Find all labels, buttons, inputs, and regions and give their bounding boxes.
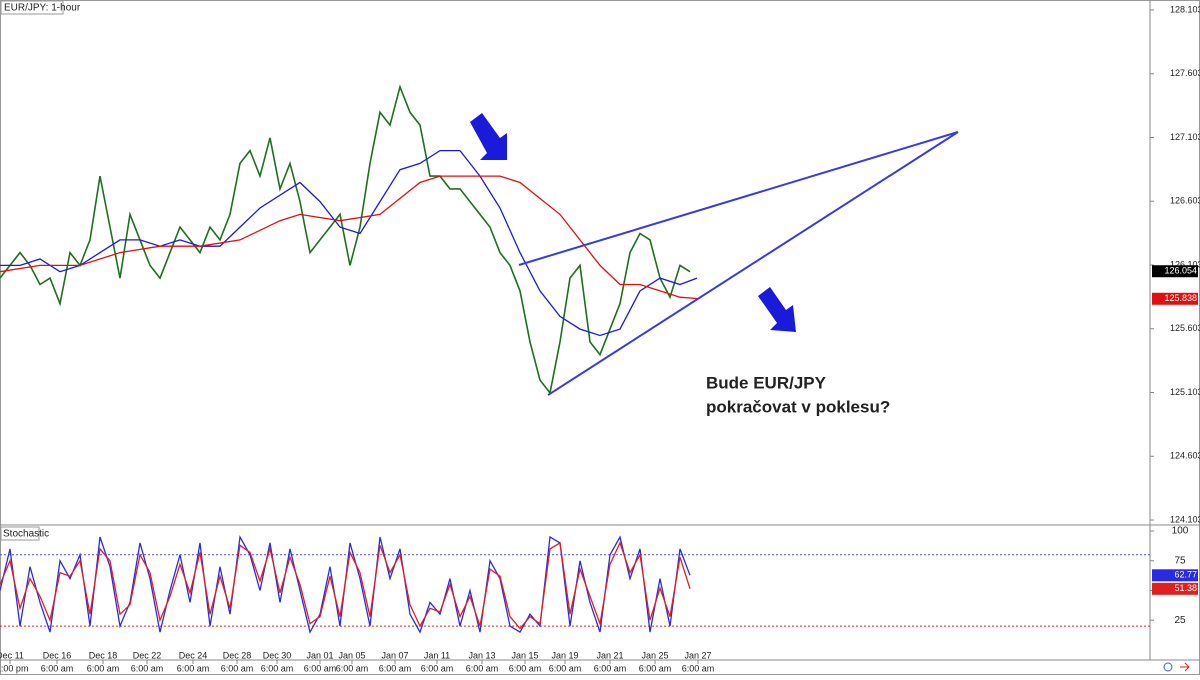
y-tick-label: 125.103 [1170,387,1200,397]
annotation: pokračovat v poklesu? [706,397,890,416]
x-tick-label: Jan 19 [551,650,578,660]
x-tick-label: Jan 11 [424,650,450,660]
y-tick-label: 127.103 [1170,132,1200,142]
x-tick-time: 6:00 am [639,663,672,673]
x-tick-label: Jan 27 [684,650,711,660]
value-tag [1152,582,1198,595]
x-tick-label: Jan 05 [338,650,365,660]
trendline [547,131,959,396]
x-tick-time: 6:00 am [177,663,210,673]
price-tag-label: 126.054 [1164,266,1197,276]
y-tick-label: 75 [1174,555,1186,566]
chart-title: EUR/JPY: 1-hour [4,3,81,14]
x-tick-label: Jan 21 [596,650,623,660]
x-tick-label: Dec 18 [89,650,118,660]
x-tick-time: 6:00 am [682,663,715,673]
y-tick-label: 100 [1172,526,1189,537]
series-line [0,149,698,337]
y-tick-label: 124.603 [1170,451,1200,461]
down-arrow [470,113,507,160]
x-tick-time: 6:00 am [261,663,294,673]
x-tick-label: Dec 11 [0,650,24,660]
toolbar-icons[interactable] [1163,662,1190,672]
x-tick-label: Jan 01 [306,650,333,660]
y-tick-label: 126.103 [1170,259,1200,269]
x-tick-time: 6:00 am [594,663,627,673]
price-tag [1152,292,1198,305]
y-tick-label: 25 [1174,615,1186,626]
y-tick-label: 127.603 [1170,68,1200,78]
x-tick-label: Jan 13 [468,650,495,660]
value-tag-label: 51.38 [1174,583,1197,593]
x-tick-time: 6:00 am [221,663,254,673]
x-tick-label: Jan 25 [641,650,668,660]
price-tag [1152,265,1198,278]
link-icon[interactable] [1163,662,1173,672]
annotation: Bude EUR/JPY [706,373,827,392]
value-tag [1152,569,1198,582]
y-tick-label: 124.103 [1170,514,1200,524]
x-tick-time: 6:00 am [304,663,337,673]
x-tick-time: 6:00 am [466,663,499,673]
x-tick-time: 6:00 am [421,663,454,673]
series-line [0,84,691,395]
series-line [0,175,698,300]
y-tick-label: 128.103 [1170,4,1200,14]
x-tick-label: Dec 28 [223,650,252,660]
x-tick-label: Jan 15 [511,650,538,660]
title-box [0,0,64,15]
x-tick-label: Dec 16 [43,650,72,660]
x-tick-time: 6:00 am [131,663,164,673]
value-tag-label: 62.77 [1174,570,1197,580]
price-tag-label: 125.838 [1164,293,1197,303]
x-tick-time: 6:00 am [549,663,582,673]
y-tick-label: 126.603 [1170,196,1200,206]
x-tick-time: 11:00 pm [0,663,28,673]
scroll-icon[interactable] [1180,662,1190,672]
x-tick-label: Jan 07 [381,650,408,660]
trendline [518,131,959,266]
x-tick-label: Dec 22 [133,650,162,660]
down-arrow [758,287,796,332]
series-line [0,541,691,630]
panel-title-box [0,526,40,541]
x-tick-time: 6:00 am [336,663,369,673]
x-tick-time: 6:00 am [87,663,120,673]
x-tick-time: 6:00 am [379,663,412,673]
x-tick-time: 6:00 am [509,663,542,673]
x-tick-label: Dec 24 [179,650,208,660]
panel-title: Stochastic [3,529,49,540]
x-tick-time: 6:00 am [41,663,74,673]
y-tick-label: 125.603 [1170,323,1200,333]
x-tick-label: Dec 30 [263,650,292,660]
